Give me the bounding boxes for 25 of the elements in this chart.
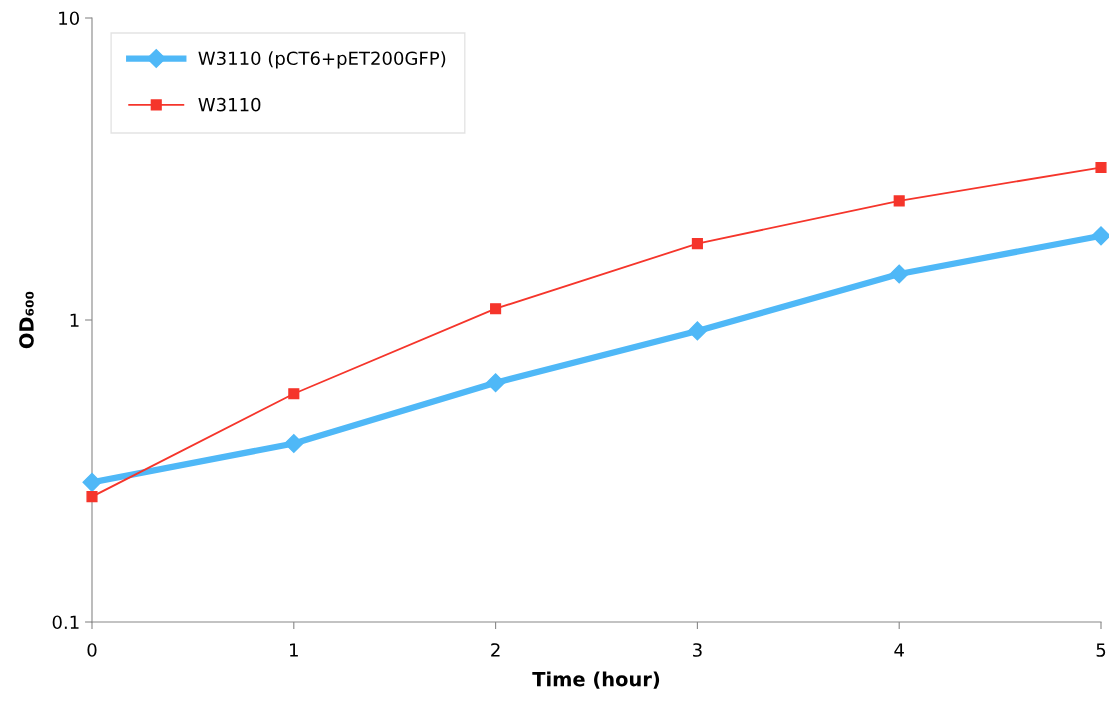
point	[486, 373, 506, 393]
x-tick-label: 0	[87, 643, 97, 657]
x-tick-label: 2	[491, 643, 500, 657]
point	[284, 433, 304, 454]
y-tick-label: 1	[70, 313, 79, 327]
x-tick-label: 1	[290, 643, 298, 657]
y-tick-label: 0.1	[52, 615, 79, 630]
point	[889, 264, 909, 284]
point	[288, 388, 300, 400]
x-axis-title: Time (hour)	[532, 671, 660, 689]
legend-label: W3110	[198, 97, 261, 112]
point	[687, 321, 707, 341]
point	[691, 238, 703, 250]
x-tick-label: 4	[894, 643, 904, 657]
y-tick-label: 10	[59, 11, 79, 26]
x-tick-label: 5	[1096, 643, 1106, 657]
legend-label: W3110 (pCT6+pET200GFP)	[198, 51, 446, 69]
point	[82, 472, 102, 492]
x-tick-label: 3	[693, 643, 702, 657]
point	[1095, 161, 1107, 174]
point	[893, 195, 905, 207]
point	[1091, 226, 1109, 246]
point	[490, 303, 502, 315]
point	[86, 491, 98, 503]
y-axis-title: OD₆₀₀	[19, 291, 34, 349]
